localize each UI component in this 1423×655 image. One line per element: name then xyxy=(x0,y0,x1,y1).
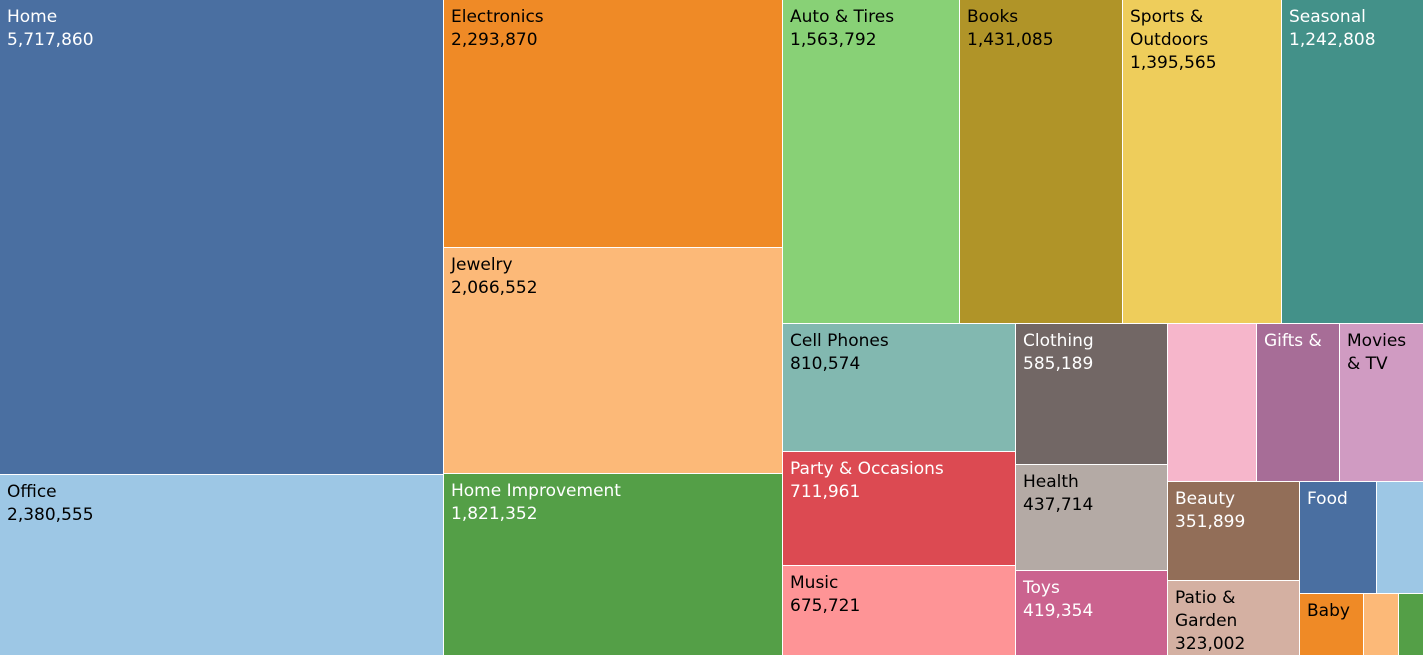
treemap-tile[interactable]: Auto & Tires 1,563,792 xyxy=(783,0,959,323)
tile-label: Movies & TV xyxy=(1347,331,1407,374)
treemap-tile[interactable]: Office 2,380,555 xyxy=(0,475,443,655)
treemap-tile[interactable]: Books 1,431,085 xyxy=(960,0,1122,323)
treemap-tile[interactable]: Gifts & xyxy=(1257,324,1339,481)
tile-label: Books xyxy=(967,7,1019,27)
tile-value: 1,242,808 xyxy=(1289,30,1376,50)
tile-label: Home xyxy=(7,7,58,27)
treemap-tile[interactable]: Cell Phones 810,574 xyxy=(783,324,1015,451)
treemap-tile[interactable]: Party & Occasions 711,961 xyxy=(783,452,1015,565)
tile-label: Toys xyxy=(1023,578,1060,598)
tile-value: 810,574 xyxy=(790,354,861,374)
tile-value: 2,293,870 xyxy=(451,30,538,50)
tile-value: 711,961 xyxy=(790,482,861,502)
treemap-tile[interactable]: Music 675,721 xyxy=(783,566,1015,655)
treemap-tile[interactable]: Baby xyxy=(1300,594,1363,655)
tile-value: 675,721 xyxy=(790,596,861,616)
treemap-tile[interactable] xyxy=(1168,324,1256,481)
treemap-tile[interactable] xyxy=(1364,594,1398,655)
tile-value: 585,189 xyxy=(1023,354,1094,374)
treemap-tile[interactable]: Jewelry 2,066,552 xyxy=(444,248,782,473)
tile-value: 437,714 xyxy=(1023,495,1094,515)
treemap-tile[interactable]: Toys 419,354 xyxy=(1016,571,1167,655)
tile-value: 2,066,552 xyxy=(451,278,538,298)
tile-label: Patio & Garden xyxy=(1175,588,1238,631)
treemap-tile[interactable]: Home 5,717,860 xyxy=(0,0,443,474)
tile-value: 351,899 xyxy=(1175,512,1246,532)
treemap-tile[interactable]: Beauty 351,899 xyxy=(1168,482,1299,580)
tile-label: Beauty xyxy=(1175,489,1236,509)
tile-value: 1,431,085 xyxy=(967,30,1054,50)
treemap-tile[interactable]: Home Improvement 1,821,352 xyxy=(444,474,782,655)
treemap-tile[interactable]: Clothing 585,189 xyxy=(1016,324,1167,464)
treemap-tile[interactable]: Food xyxy=(1300,482,1376,593)
tile-label: Electronics xyxy=(451,7,544,27)
treemap-tile[interactable] xyxy=(1377,482,1423,593)
tile-value: 5,717,860 xyxy=(7,30,94,50)
tile-label: Party & Occasions xyxy=(790,459,944,479)
treemap-tile[interactable]: Health 437,714 xyxy=(1016,465,1167,570)
treemap-tile[interactable]: Patio & Garden 323,002 xyxy=(1168,581,1299,655)
tile-label: Jewelry xyxy=(451,255,513,275)
tile-value: 2,380,555 xyxy=(7,505,94,525)
tile-label: Clothing xyxy=(1023,331,1094,351)
tile-value: 419,354 xyxy=(1023,601,1094,621)
treemap-tile[interactable]: Sports & Outdoors 1,395,565 xyxy=(1123,0,1281,323)
tile-label: Health xyxy=(1023,472,1079,492)
tile-label: Office xyxy=(7,482,57,502)
tile-label: Seasonal xyxy=(1289,7,1366,27)
tile-label: Food xyxy=(1307,489,1348,509)
tile-label: Home Improvement xyxy=(451,481,621,501)
tile-label: Music xyxy=(790,573,839,593)
tile-value: 323,002 xyxy=(1175,634,1246,654)
tile-label: Sports & Outdoors xyxy=(1130,7,1209,50)
tile-label: Baby xyxy=(1307,601,1350,621)
tile-value: 1,821,352 xyxy=(451,504,538,524)
tile-value: 1,395,565 xyxy=(1130,53,1217,73)
treemap-tile[interactable]: Electronics 2,293,870 xyxy=(444,0,782,247)
treemap-tile[interactable]: Movies & TV xyxy=(1340,324,1423,481)
treemap-tile[interactable]: Seasonal 1,242,808 xyxy=(1282,0,1423,323)
treemap-tile[interactable] xyxy=(1399,594,1423,655)
tile-label: Gifts & xyxy=(1264,331,1322,351)
tile-label: Auto & Tires xyxy=(790,7,895,27)
tile-value: 1,563,792 xyxy=(790,30,877,50)
tile-label: Cell Phones xyxy=(790,331,889,351)
